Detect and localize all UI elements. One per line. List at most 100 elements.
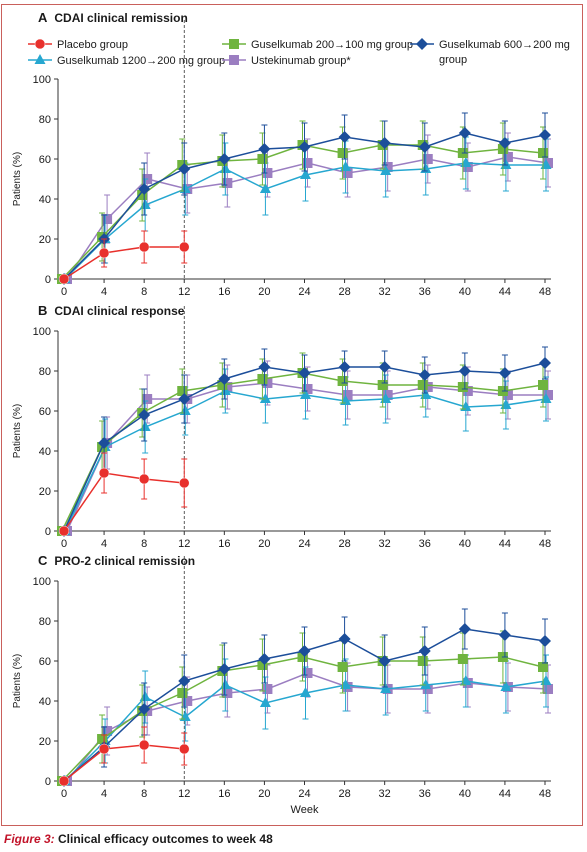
data-point [539,635,551,647]
x-tick-label: 32 [379,538,391,550]
data-point [257,660,268,670]
data-point [259,697,271,707]
x-tick-label: 0 [61,538,67,550]
data-point [138,739,150,751]
y-tick-label: 100 [33,326,51,338]
panel-title: C PRO-2 clinical remission [38,553,195,568]
data-point [98,437,111,449]
data-point [458,127,471,139]
data-point [380,683,392,693]
data-point [458,365,471,377]
x-tick-label: 36 [419,538,431,550]
data-point [262,684,273,694]
data-point [377,380,388,390]
data-point [259,393,271,403]
data-point [297,652,308,662]
series-circle [58,230,190,285]
data-point [259,183,271,193]
data-point [340,161,352,171]
data-point [178,393,191,405]
x-tick-label: 4 [101,788,107,800]
data-point [502,152,513,162]
data-point [218,663,231,675]
data-point [257,374,268,384]
x-tick-label: 0 [61,286,67,298]
data-point [58,525,70,537]
x-axis-label: Week [291,804,319,816]
legend-item: Guselkumab 600→200 mg group [410,38,570,66]
data-point [338,633,351,645]
panel-title-text: PRO-2 clinical remission [54,554,195,568]
x-tick-label: 12 [178,788,190,800]
x-tick-label: 24 [298,286,310,298]
data-point [219,679,231,689]
data-point [102,214,113,224]
data-point [177,386,188,396]
data-point [538,148,548,158]
data-point [300,389,311,399]
data-point [298,141,311,153]
x-tick-label: 28 [338,286,350,298]
y-tick-label: 60 [39,154,51,166]
x-tick-label: 12 [178,286,190,298]
data-point [98,467,110,479]
data-point [179,743,190,755]
series-square [62,360,553,536]
x-tick-label: 12 [178,538,190,550]
data-point [378,655,391,667]
series-triangle [59,368,552,535]
data-point [138,241,150,253]
data-point [418,141,431,153]
legend-marker [34,54,46,64]
x-tick-label: 20 [258,538,270,550]
y-tick-label: 20 [39,486,51,498]
x-tick-label: 48 [539,286,551,298]
data-point [543,390,553,400]
x-tick-label: 32 [379,788,391,800]
data-point [178,675,191,687]
legend-label: Placebo group [57,39,128,51]
data-point [137,190,148,200]
y-tick-label: 20 [39,736,51,748]
data-point [302,158,313,168]
x-tick-label: 16 [218,788,230,800]
data-point [457,654,468,664]
series-line [63,744,185,782]
data-point [179,241,190,253]
x-tick-label: 4 [101,286,107,298]
data-point [222,688,233,698]
series-triangle [59,136,552,283]
data-point [498,367,511,379]
data-point [417,380,428,390]
data-point [178,163,191,175]
legend-marker [229,55,239,65]
data-point [418,645,431,657]
x-tick-label: 48 [539,788,551,800]
y-tick-label: 100 [33,74,51,86]
data-point [298,367,311,379]
y-tick-label: 80 [39,616,51,628]
x-tick-label: 4 [101,538,107,550]
x-tick-label: 40 [459,286,471,298]
data-point [378,137,391,149]
data-point [457,382,468,392]
data-point [179,477,190,489]
data-point [338,361,351,373]
series-diamond [58,346,551,537]
data-point [302,384,313,394]
data-point [342,168,353,178]
series-diamond [58,112,551,285]
y-tick-label: 40 [39,696,51,708]
data-point [498,137,511,149]
panel-letter: A [38,10,48,25]
data-point [538,380,548,390]
series-line [63,472,185,532]
series-diamond [58,608,551,787]
caption-text: Clinical efficacy outcomes to week 48 [58,832,273,846]
data-point [138,183,151,195]
x-tick-label: 8 [141,286,147,298]
data-point [497,144,508,154]
data-point [300,169,311,179]
